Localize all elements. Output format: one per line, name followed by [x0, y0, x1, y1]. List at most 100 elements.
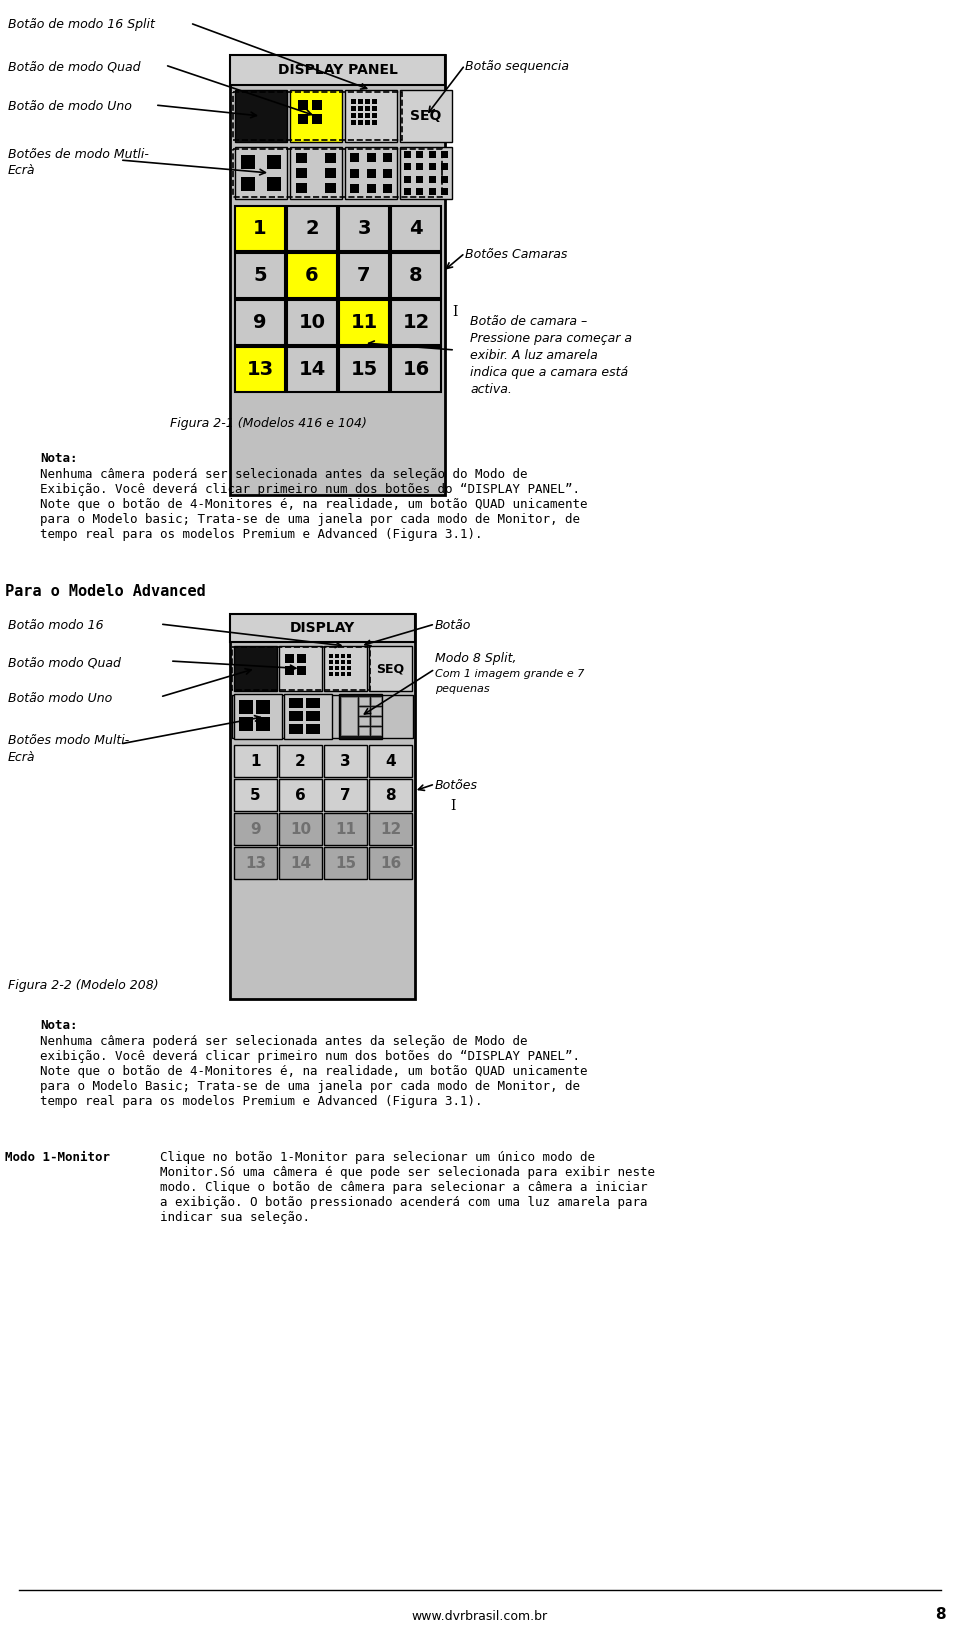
Bar: [234, 647, 277, 691]
Bar: [290, 146, 342, 198]
Bar: [296, 153, 307, 162]
Bar: [285, 666, 294, 674]
Bar: [404, 176, 411, 182]
Bar: [417, 176, 423, 182]
Text: Botão: Botão: [435, 619, 471, 632]
Bar: [324, 778, 367, 811]
Text: Modo 1-Monitor: Modo 1-Monitor: [5, 1150, 110, 1164]
Text: Figura 2-2 (Modelo 208): Figura 2-2 (Modelo 208): [8, 978, 158, 991]
Bar: [235, 146, 287, 198]
Bar: [235, 206, 285, 250]
Bar: [298, 101, 308, 111]
Text: exibir. A luz amarela: exibir. A luz amarela: [470, 349, 598, 362]
Bar: [279, 744, 322, 777]
Text: Botão modo 16: Botão modo 16: [8, 619, 104, 632]
Text: Botão modo Quad: Botão modo Quad: [8, 656, 121, 669]
Bar: [339, 301, 389, 344]
Bar: [335, 660, 339, 665]
Bar: [383, 169, 392, 177]
Text: Nenhuma câmera poderá ser selecionada antes da seleção de Modo de
exibição. Você: Nenhuma câmera poderá ser selecionada an…: [40, 1035, 588, 1108]
Bar: [372, 120, 377, 125]
Bar: [287, 254, 337, 297]
Bar: [367, 169, 375, 177]
Text: 15: 15: [335, 855, 356, 871]
Text: 7: 7: [340, 788, 350, 803]
Bar: [306, 712, 320, 722]
Bar: [235, 301, 285, 344]
Text: 2: 2: [295, 754, 306, 769]
Bar: [345, 146, 397, 198]
Bar: [350, 153, 359, 162]
Bar: [351, 106, 356, 110]
Bar: [365, 106, 370, 110]
Bar: [289, 712, 303, 722]
Bar: [351, 114, 356, 119]
Text: 3: 3: [340, 754, 350, 769]
Text: 8: 8: [385, 788, 396, 803]
Bar: [235, 254, 285, 297]
Bar: [351, 120, 356, 125]
Bar: [358, 106, 363, 110]
Bar: [417, 164, 423, 171]
Bar: [256, 700, 270, 713]
Bar: [367, 153, 375, 162]
Text: 8: 8: [935, 1607, 946, 1622]
Bar: [358, 99, 363, 104]
Bar: [358, 114, 363, 119]
Bar: [297, 666, 306, 674]
Bar: [404, 164, 411, 171]
Text: www.dvrbrasil.com.br: www.dvrbrasil.com.br: [412, 1610, 548, 1623]
Text: Modo 8 Split,: Modo 8 Split,: [435, 652, 516, 665]
Text: 1: 1: [253, 219, 267, 237]
Bar: [429, 151, 436, 158]
Text: 6: 6: [295, 788, 306, 803]
Bar: [287, 206, 337, 250]
Text: 10: 10: [290, 822, 311, 837]
Bar: [365, 114, 370, 119]
Text: Botão de camara –: Botão de camara –: [470, 315, 588, 328]
Text: 13: 13: [245, 855, 266, 871]
Bar: [324, 812, 367, 845]
Bar: [350, 169, 359, 177]
Text: Botão de modo 16 Split: Botão de modo 16 Split: [8, 18, 155, 31]
Bar: [239, 700, 253, 713]
Bar: [400, 89, 452, 141]
Bar: [367, 184, 375, 193]
Bar: [325, 184, 336, 193]
Bar: [329, 660, 333, 665]
Bar: [289, 699, 303, 708]
Bar: [339, 254, 389, 297]
Bar: [372, 99, 377, 104]
Bar: [359, 717, 369, 725]
Bar: [296, 184, 307, 193]
Text: Botões: Botões: [435, 778, 478, 791]
Bar: [371, 697, 381, 705]
Text: SEQ: SEQ: [376, 661, 404, 674]
Bar: [369, 812, 412, 845]
Text: Botão modo Uno: Botão modo Uno: [8, 692, 112, 705]
Text: 9: 9: [253, 314, 267, 332]
Text: Botão sequencia: Botão sequencia: [465, 60, 569, 73]
Bar: [391, 206, 441, 250]
Bar: [369, 647, 412, 691]
Text: 11: 11: [335, 822, 356, 837]
Text: Botões modo Multi-: Botões modo Multi-: [8, 734, 130, 748]
Text: 13: 13: [247, 361, 274, 379]
Bar: [287, 301, 337, 344]
Text: Ecrà: Ecrà: [8, 164, 36, 177]
Bar: [241, 177, 255, 192]
Text: 3: 3: [357, 219, 371, 237]
Bar: [289, 725, 303, 734]
Bar: [391, 348, 441, 392]
Bar: [324, 847, 367, 879]
Text: 1: 1: [251, 754, 261, 769]
Text: Botão de modo Uno: Botão de modo Uno: [8, 101, 132, 114]
Bar: [267, 177, 281, 192]
Text: 8: 8: [409, 266, 422, 284]
Bar: [279, 647, 322, 691]
Text: I: I: [450, 800, 456, 812]
Bar: [341, 673, 345, 676]
Text: DISPLAY: DISPLAY: [290, 621, 355, 635]
Bar: [234, 744, 277, 777]
Bar: [441, 164, 448, 171]
